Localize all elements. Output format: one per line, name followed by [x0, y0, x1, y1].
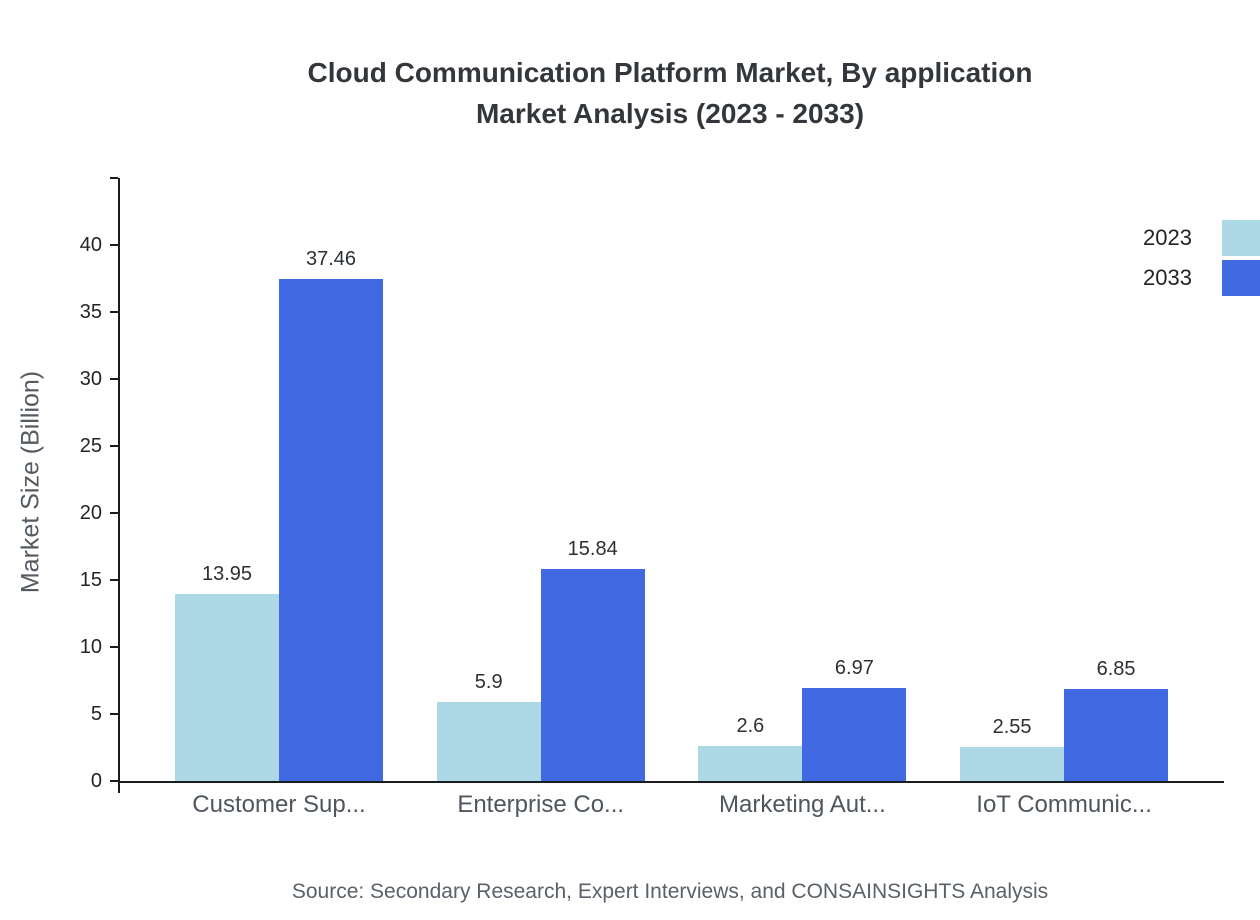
bar-value-label: 2.6: [736, 715, 765, 738]
bar: [698, 746, 803, 781]
y-tick-mark: [110, 244, 118, 246]
legend-label: 2023: [1143, 225, 1192, 250]
bar: [279, 279, 383, 781]
x-category-label: Customer Sup...: [192, 791, 366, 818]
bar-value-label: 2.55: [992, 715, 1032, 738]
y-tick-label: 25: [79, 435, 102, 457]
chart-title-line1: Cloud Communication Platform Market, By …: [307, 57, 1033, 88]
y-tick-mark: [110, 445, 118, 447]
y-tick-label: 10: [79, 636, 102, 658]
bar: [1064, 689, 1169, 781]
y-tick-label: 35: [79, 301, 102, 323]
y-tick-mark: [110, 780, 118, 782]
legend-swatch: [1222, 220, 1260, 256]
x-category-label: IoT Communic...: [976, 791, 1152, 818]
bar-value-label: 6.85: [1096, 658, 1136, 681]
y-tick-label: 15: [79, 569, 102, 591]
y-tick-label: 20: [79, 502, 102, 524]
legend: 2023 2033: [1143, 220, 1260, 296]
bar-value-label: 5.9: [474, 670, 503, 693]
y-tick-mark: [110, 579, 118, 581]
source-note: Source: Secondary Research, Expert Inter…: [291, 880, 1049, 903]
chart-title-line2: Market Analysis (2023 - 2033): [475, 98, 865, 129]
y-tick-mark: [110, 311, 118, 313]
legend-label: 2033: [1143, 265, 1192, 290]
y-axis-top-tick: [110, 177, 118, 179]
bar-value-label: 13.95: [201, 563, 253, 586]
y-tick-label: 30: [79, 368, 102, 390]
y-axis-title: Market Size (Billion): [16, 370, 45, 594]
chart-title: Cloud Communication Platform Market, By …: [80, 52, 1260, 134]
legend-item[interactable]: 2023: [1143, 220, 1260, 256]
y-tick-label: 5: [90, 703, 102, 725]
y-tick-mark: [110, 713, 118, 715]
bar: [960, 746, 1065, 781]
x-category-label: Enterprise Co...: [457, 791, 625, 818]
bar-value-label: 15.84: [567, 537, 618, 560]
bar: [175, 594, 279, 781]
legend-item[interactable]: 2033: [1143, 260, 1260, 296]
y-tick-mark: [110, 378, 118, 380]
bar: [540, 568, 645, 781]
legend-swatch: [1222, 260, 1260, 296]
bar-value-label: 6.97: [834, 656, 874, 679]
y-tick-mark: [110, 512, 118, 514]
bar: [802, 687, 907, 781]
bar-value-label: 37.46: [305, 248, 357, 271]
y-tick-label: 0: [90, 770, 102, 792]
y-tick-mark: [110, 646, 118, 648]
x-category-label: Marketing Aut...: [719, 791, 886, 818]
plot-area: 0 5 10 15 20 25 30 35 40 13.95 37.46 Customer Sup..…: [80, 177, 1224, 818]
y-tick-label: 40: [79, 234, 102, 256]
bar: [436, 701, 541, 781]
